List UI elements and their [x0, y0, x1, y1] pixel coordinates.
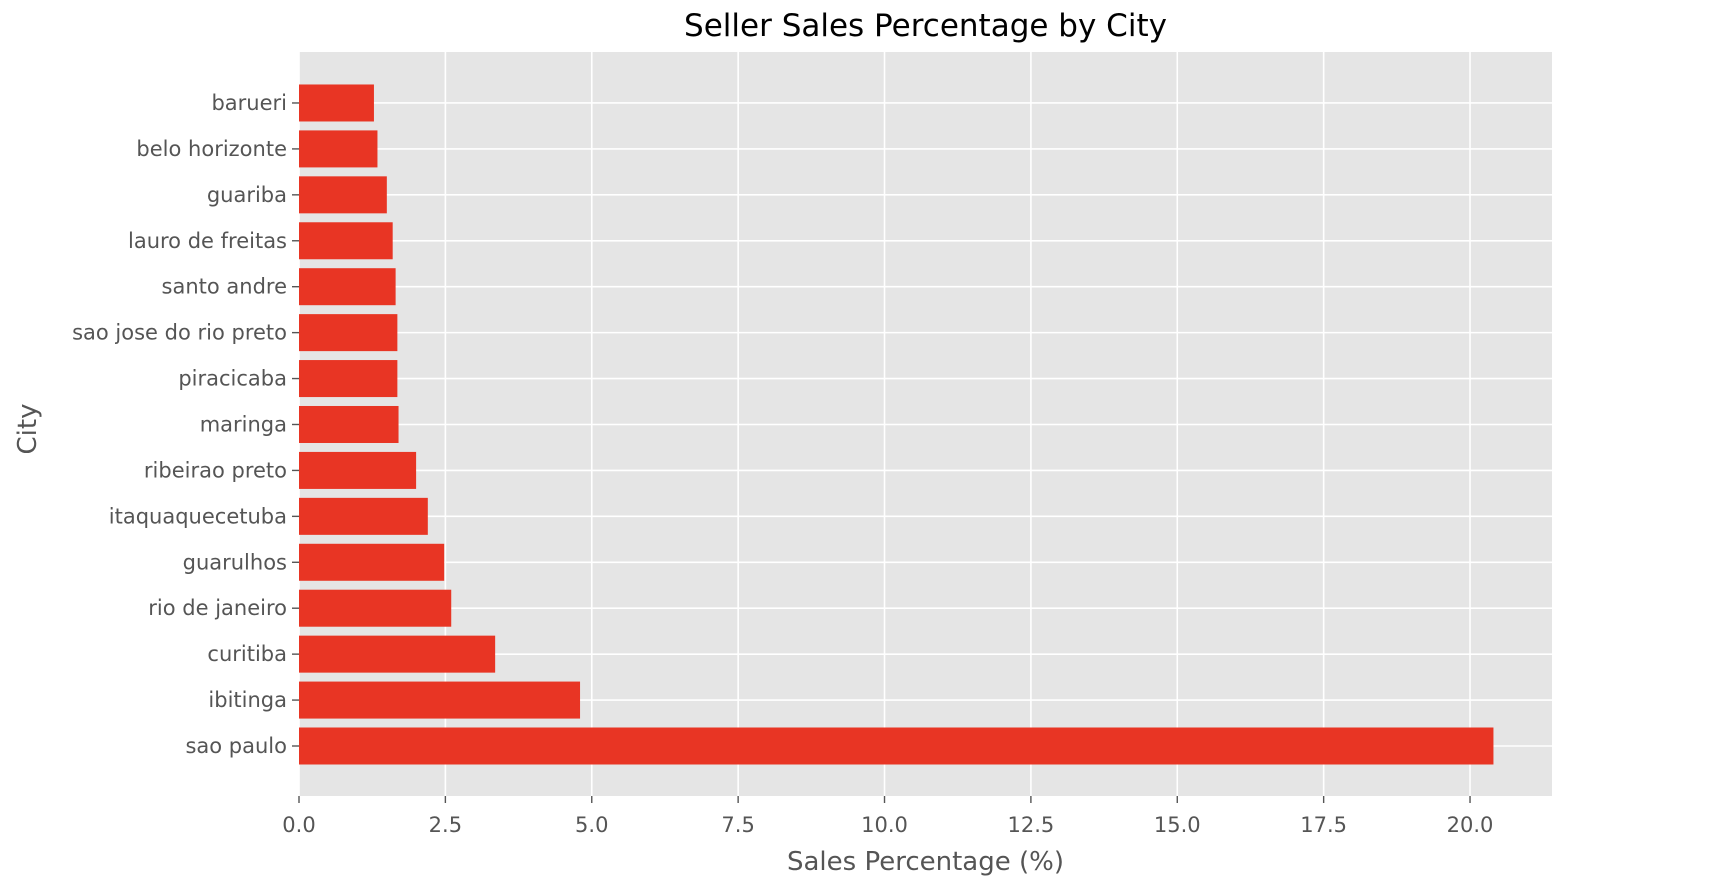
bar [299, 176, 387, 214]
bar [299, 268, 396, 306]
bar [299, 130, 378, 168]
x-tick-label: 5.0 [575, 813, 608, 837]
plot-area: 0.0 2.5 5.0 7.5 10.0 12.5 15.0 17.5 20.0 sao paul… [72, 52, 1552, 837]
x-tick-label: 0.0 [282, 813, 315, 837]
y-tick-label: piracicaba [178, 367, 287, 391]
bar [299, 727, 1494, 765]
bar [299, 84, 374, 122]
y-tick-label: sao jose do rio preto [72, 321, 287, 345]
y-tick-label: sao paulo [185, 734, 287, 758]
bar [299, 543, 445, 581]
y-tick-label: rio de janeiro [148, 596, 287, 620]
x-tick-label: 7.5 [721, 813, 754, 837]
chart-title: Seller Sales Percentage by City [684, 8, 1167, 44]
y-tick-label: santo andre [162, 275, 287, 299]
y-tick-label: guariba [207, 183, 287, 207]
x-tick-label: 12.5 [1008, 813, 1055, 837]
y-tick-label: curitiba [207, 642, 287, 666]
x-tick-label: 15.0 [1154, 813, 1201, 837]
y-tick-label: ibitinga [208, 688, 287, 712]
x-tick-label: 10.0 [861, 813, 908, 837]
bar [299, 405, 399, 443]
y-tick-label: ribeirao preto [144, 458, 287, 482]
bar [299, 222, 393, 260]
bar [299, 635, 496, 673]
y-tick-label: lauro de freitas [128, 229, 287, 253]
y-tick-label: itaquaquecetuba [109, 504, 287, 528]
bar [299, 497, 428, 535]
y-tick-label: belo horizonte [136, 137, 287, 161]
bar [299, 314, 398, 352]
x-axis-label: Sales Percentage (%) [787, 847, 1064, 877]
x-tick-label: 2.5 [429, 813, 462, 837]
bar [299, 589, 452, 627]
y-axis-label: City [13, 404, 43, 455]
y-tick-label: maringa [200, 412, 287, 436]
x-tick-label: 20.0 [1447, 813, 1494, 837]
bar [299, 360, 398, 398]
bar [299, 451, 417, 489]
y-tick-label: barueri [211, 91, 287, 115]
bar [299, 681, 581, 719]
x-tick-label: 17.5 [1300, 813, 1347, 837]
y-tick-label: guarulhos [183, 550, 287, 574]
